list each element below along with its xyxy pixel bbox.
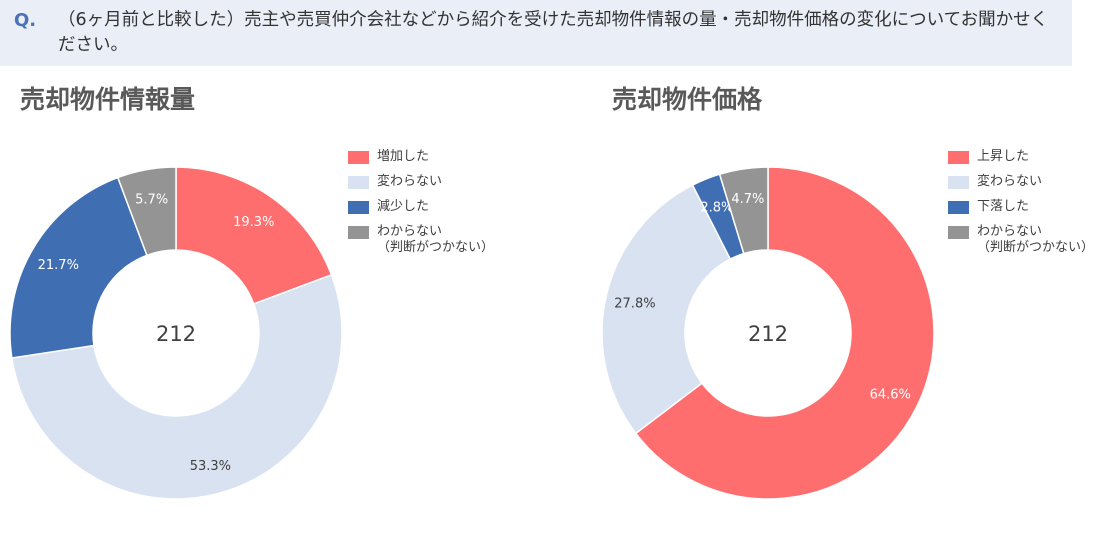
donut-slice-1-1 bbox=[601, 184, 732, 435]
legend-label: わからない bbox=[977, 224, 1043, 239]
slice-label-0-2: 21.7% bbox=[38, 258, 79, 273]
legend-label: わからない bbox=[377, 224, 443, 239]
legend-label: 増加した bbox=[377, 149, 430, 164]
question-banner: Q. （6ヶ月前と比較した）売主や売買仲介会社などから紹介を受けた売却物件情報の… bbox=[0, 0, 1072, 66]
question-text: （6ヶ月前と比較した）売主や売買仲介会社などから紹介を受けた売却物件情報の量・売… bbox=[58, 10, 1049, 55]
slice-label-0-3: 5.7% bbox=[135, 193, 168, 208]
legend-item-1-1: 変わらない bbox=[948, 174, 1094, 199]
legend-swatch bbox=[948, 151, 969, 164]
donut-slice-0-1 bbox=[11, 273, 343, 500]
question-mark: Q. bbox=[14, 10, 37, 31]
legend-swatch bbox=[348, 201, 369, 214]
legend-swatch bbox=[948, 226, 969, 239]
donut-slice-1-3 bbox=[718, 166, 769, 255]
legend-item-1-0: 上昇した bbox=[948, 149, 1094, 174]
legend-listing-volume: 増加した変わらない減少したわからない （判断がつかない） bbox=[348, 149, 494, 255]
slice-label-1-3: 4.7% bbox=[731, 192, 764, 207]
legend-sublabel: （判断がつかない） bbox=[977, 240, 1095, 255]
chart-title-listing-price: 売却物件価格 bbox=[612, 85, 763, 114]
legend-item-0-3: わからない （判断がつかない） bbox=[348, 224, 494, 255]
legend-swatch bbox=[948, 176, 969, 189]
slice-label-1-2: 2.8% bbox=[700, 200, 733, 215]
donut-slice-0-0 bbox=[175, 166, 333, 305]
donut-slice-0-3 bbox=[116, 166, 177, 257]
donut-center-total: 212 bbox=[156, 322, 196, 346]
legend-swatch bbox=[348, 226, 369, 239]
legend-label: 変わらない bbox=[377, 174, 443, 189]
legend-item-0-1: 変わらない bbox=[348, 174, 494, 199]
legend-sublabel: （判断がつかない） bbox=[377, 240, 495, 255]
donut-chart-listing-volume: 19.3% 53.3% 21.7% 5.7% 212 bbox=[9, 166, 343, 500]
donut-slice-1-0 bbox=[634, 166, 935, 500]
slice-label-1-1: 27.8% bbox=[614, 297, 655, 312]
legend-label: 変わらない bbox=[977, 174, 1043, 189]
legend-label: 減少した bbox=[377, 199, 430, 214]
slice-label-0-0: 19.3% bbox=[233, 215, 274, 230]
legend-item-0-2: 減少した bbox=[348, 199, 494, 224]
legend-listing-price: 上昇した変わらない下落したわからない （判断がつかない） bbox=[948, 149, 1094, 255]
donut-chart-listing-price: 64.6% 27.8% 2.8%4.7% 212 bbox=[601, 166, 935, 500]
donut-center-total: 212 bbox=[748, 322, 788, 346]
legend-item-1-2: 下落した bbox=[948, 199, 1094, 224]
chart-title-listing-volume: 売却物件情報量 bbox=[20, 85, 196, 114]
slice-label-1-0: 64.6% bbox=[870, 388, 911, 403]
slice-label-0-1: 53.3% bbox=[190, 459, 231, 474]
legend-swatch bbox=[948, 201, 969, 214]
legend-swatch bbox=[348, 176, 369, 189]
legend-label: 上昇した bbox=[977, 149, 1030, 164]
legend-swatch bbox=[348, 151, 369, 164]
legend-label: 下落した bbox=[977, 199, 1030, 214]
donut-slice-0-2 bbox=[9, 176, 148, 359]
legend-item-0-0: 増加した bbox=[348, 149, 494, 174]
legend-item-1-3: わからない （判断がつかない） bbox=[948, 224, 1094, 255]
